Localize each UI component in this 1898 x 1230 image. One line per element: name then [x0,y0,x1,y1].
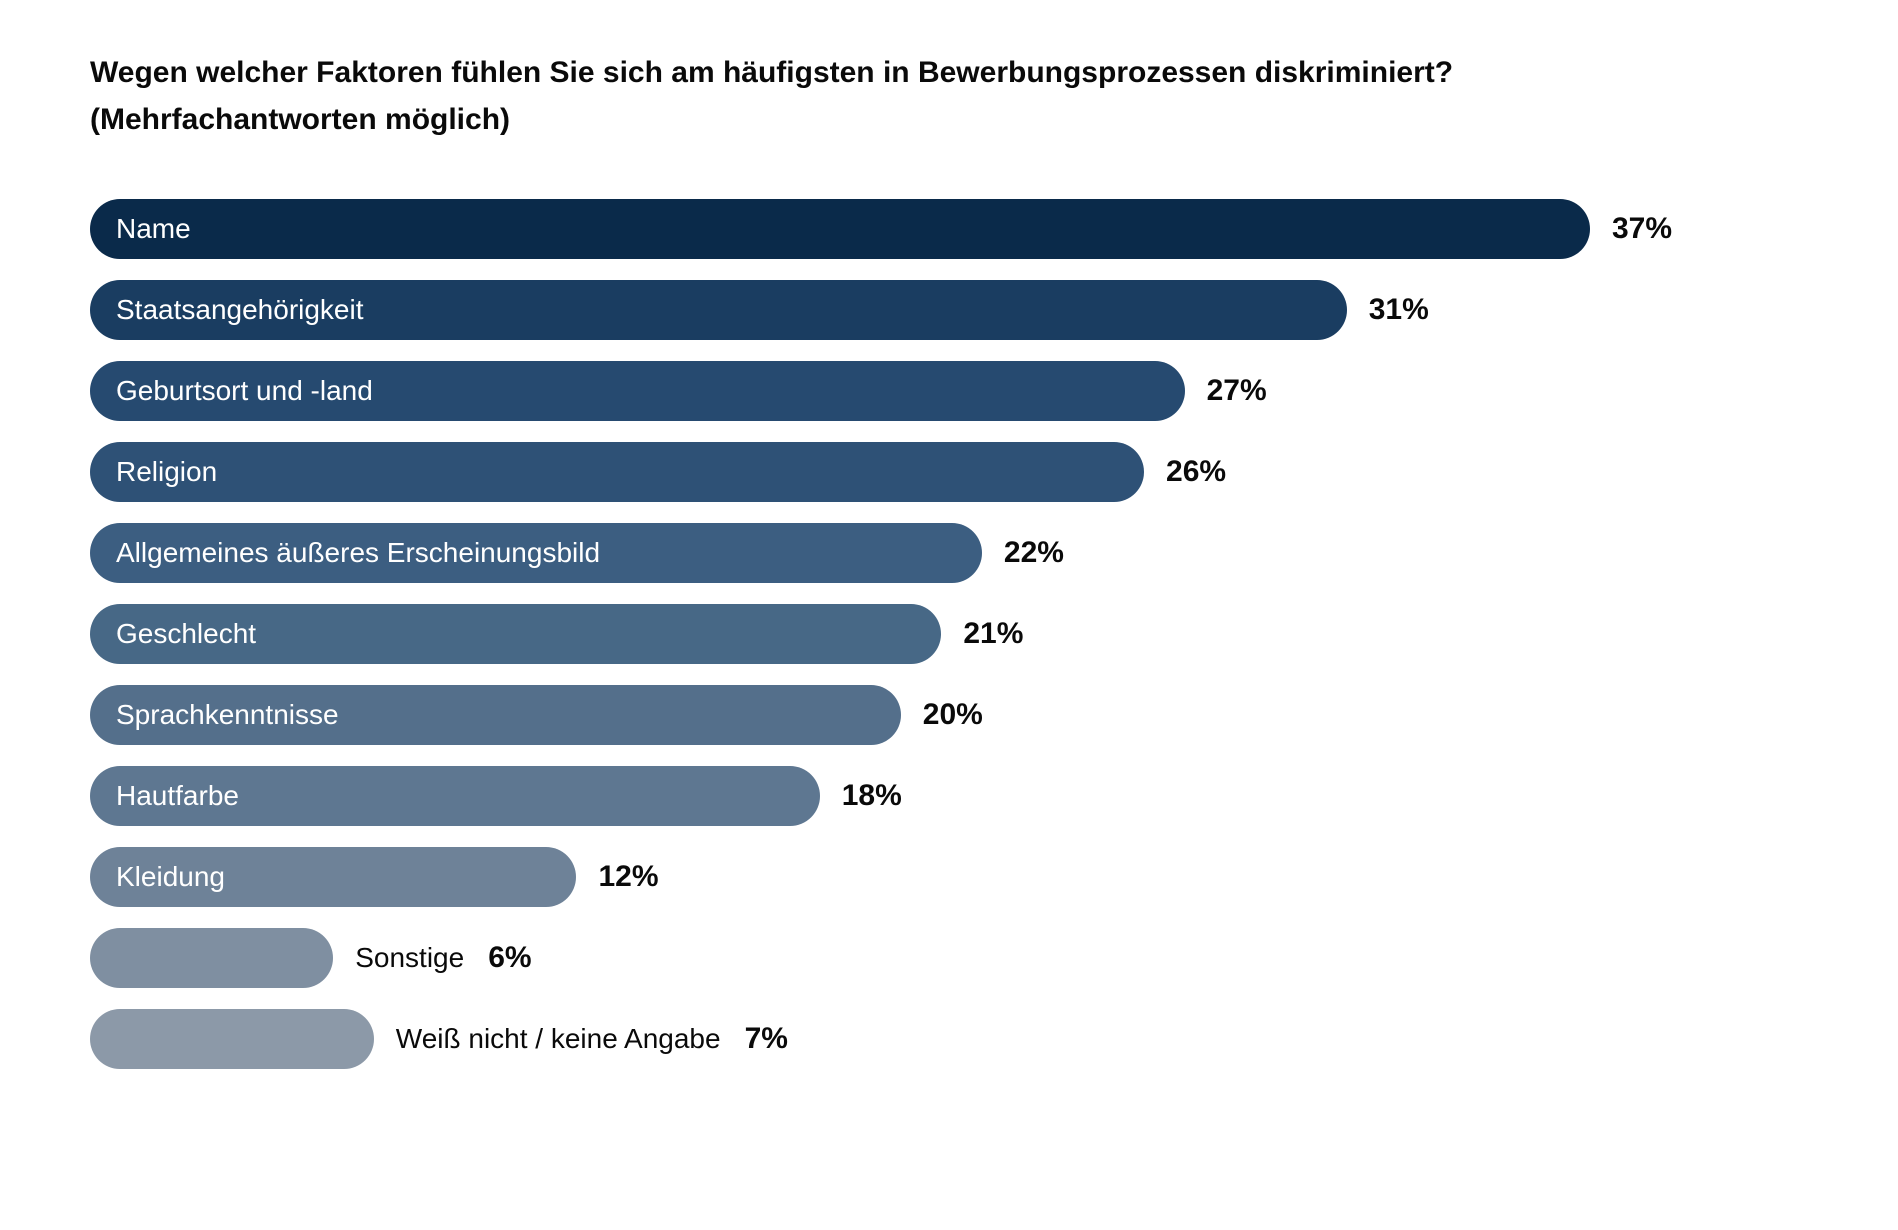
bar-row: Allgemeines äußeres Erscheinungsbild 22% [90,523,1828,583]
bar-row: Geschlecht 21% [90,604,1828,664]
bar: Hautfarbe [90,766,820,826]
bars-container: Name 37% Staatsangehörigkeit 31% Geburtsort … [90,199,1828,1069]
bar-after-container: 21% [963,617,1023,651]
bar-row: Hautfarbe 18% [90,766,1828,826]
bar [90,928,333,988]
bar-label: Hautfarbe [116,780,239,812]
bar-value: 18% [842,779,902,813]
bar-after-container: 20% [923,698,983,732]
bar-row: Weiß nicht / keine Angabe 7% [90,1009,1828,1069]
bar-label: Kleidung [116,861,225,893]
bar-label: Weiß nicht / keine Angabe [396,1023,721,1055]
bar-row: Sprachkenntnisse 20% [90,685,1828,745]
bar: Kleidung [90,847,576,907]
bar-label: Allgemeines äußeres Erscheinungsbild [116,537,600,569]
bar-after-container: Weiß nicht / keine Angabe 7% [396,1022,788,1056]
bar [90,1009,374,1069]
bar: Staatsangehörigkeit [90,280,1347,340]
bar-chart: Wegen welcher Faktoren fühlen Sie sich a… [0,0,1898,1129]
bar-after-container: 22% [1004,536,1064,570]
bar: Geschlecht [90,604,941,664]
bar-row: Staatsangehörigkeit 31% [90,280,1828,340]
bar-value: 12% [598,860,658,894]
bar-value: 22% [1004,536,1064,570]
bar-label: Sonstige [355,942,464,974]
bar: Sprachkenntnisse [90,685,901,745]
chart-title-line-1: Wegen welcher Faktoren fühlen Sie sich a… [90,56,1453,89]
bar-after-container: 27% [1207,374,1267,408]
chart-title: Wegen welcher Faktoren fühlen Sie sich a… [90,50,1828,143]
bar: Allgemeines äußeres Erscheinungsbild [90,523,982,583]
bar-value: 26% [1166,455,1226,489]
bar-after-container: Sonstige 6% [355,941,531,975]
bar: Religion [90,442,1144,502]
bar-value: 21% [963,617,1023,651]
bar-after-container: 26% [1166,455,1226,489]
bar-after-container: 31% [1369,293,1429,327]
bar-after-container: 37% [1612,212,1672,246]
bar-label: Religion [116,456,217,488]
chart-title-line-2: (Mehrfachantworten möglich) [90,103,510,136]
bar-row: Kleidung 12% [90,847,1828,907]
bar-label: Geschlecht [116,618,256,650]
bar-after-container: 18% [842,779,902,813]
bar-label: Sprachkenntnisse [116,699,339,731]
bar-row: Sonstige 6% [90,928,1828,988]
bar-label: Geburtsort und -land [116,375,373,407]
bar-value: 6% [488,941,531,975]
bar-value: 31% [1369,293,1429,327]
bar: Geburtsort und -land [90,361,1185,421]
bar-label: Name [116,213,191,245]
bar-value: 27% [1207,374,1267,408]
bar-after-container: 12% [598,860,658,894]
bar-value: 7% [745,1022,788,1056]
bar-row: Geburtsort und -land 27% [90,361,1828,421]
bar-row: Religion 26% [90,442,1828,502]
bar-row: Name 37% [90,199,1828,259]
bar-value: 37% [1612,212,1672,246]
bar-label: Staatsangehörigkeit [116,294,364,326]
bar-value: 20% [923,698,983,732]
bar: Name [90,199,1590,259]
